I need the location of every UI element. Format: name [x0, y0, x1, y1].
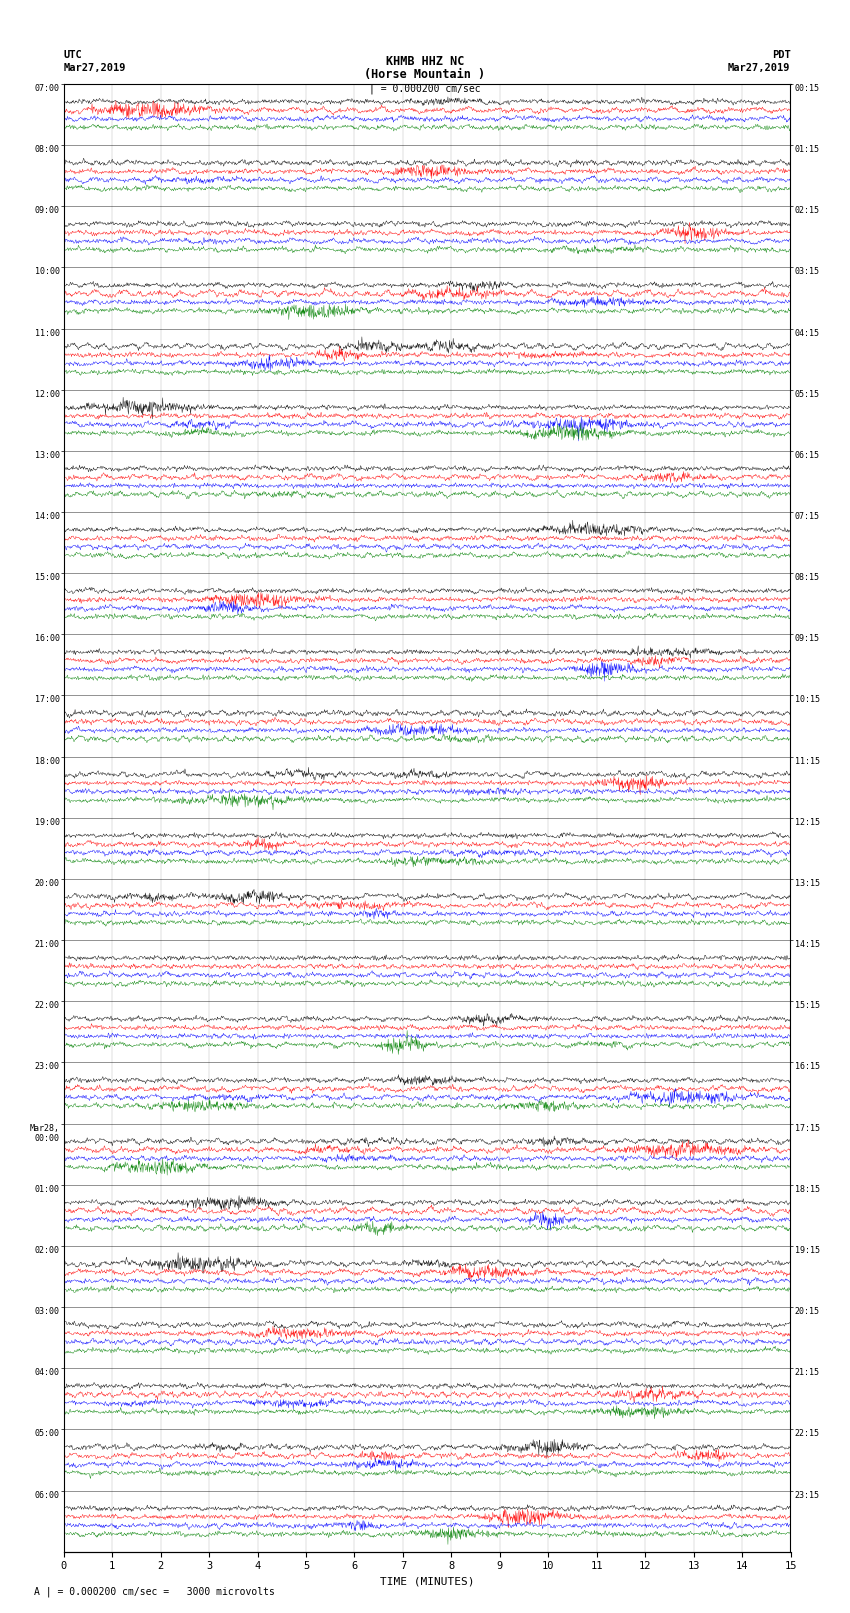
Text: (Horse Mountain ): (Horse Mountain ) — [365, 68, 485, 81]
Text: PDT: PDT — [772, 50, 791, 60]
Text: Mar27,2019: Mar27,2019 — [64, 63, 127, 73]
Text: UTC: UTC — [64, 50, 82, 60]
Text: KHMB HHZ NC: KHMB HHZ NC — [386, 55, 464, 68]
Text: | = 0.000200 cm/sec: | = 0.000200 cm/sec — [369, 82, 481, 94]
Text: Mar27,2019: Mar27,2019 — [728, 63, 791, 73]
Text: A | = 0.000200 cm/sec =   3000 microvolts: A | = 0.000200 cm/sec = 3000 microvolts — [34, 1586, 275, 1597]
X-axis label: TIME (MINUTES): TIME (MINUTES) — [380, 1578, 474, 1587]
